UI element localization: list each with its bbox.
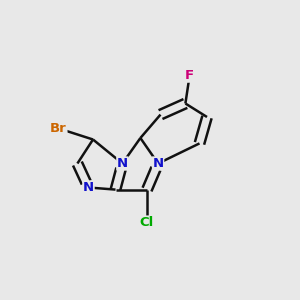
Text: N: N — [83, 181, 94, 194]
Text: Br: Br — [50, 122, 67, 135]
Text: F: F — [185, 69, 194, 82]
Text: N: N — [152, 157, 164, 170]
Text: N: N — [117, 157, 128, 170]
Text: Cl: Cl — [140, 216, 154, 229]
